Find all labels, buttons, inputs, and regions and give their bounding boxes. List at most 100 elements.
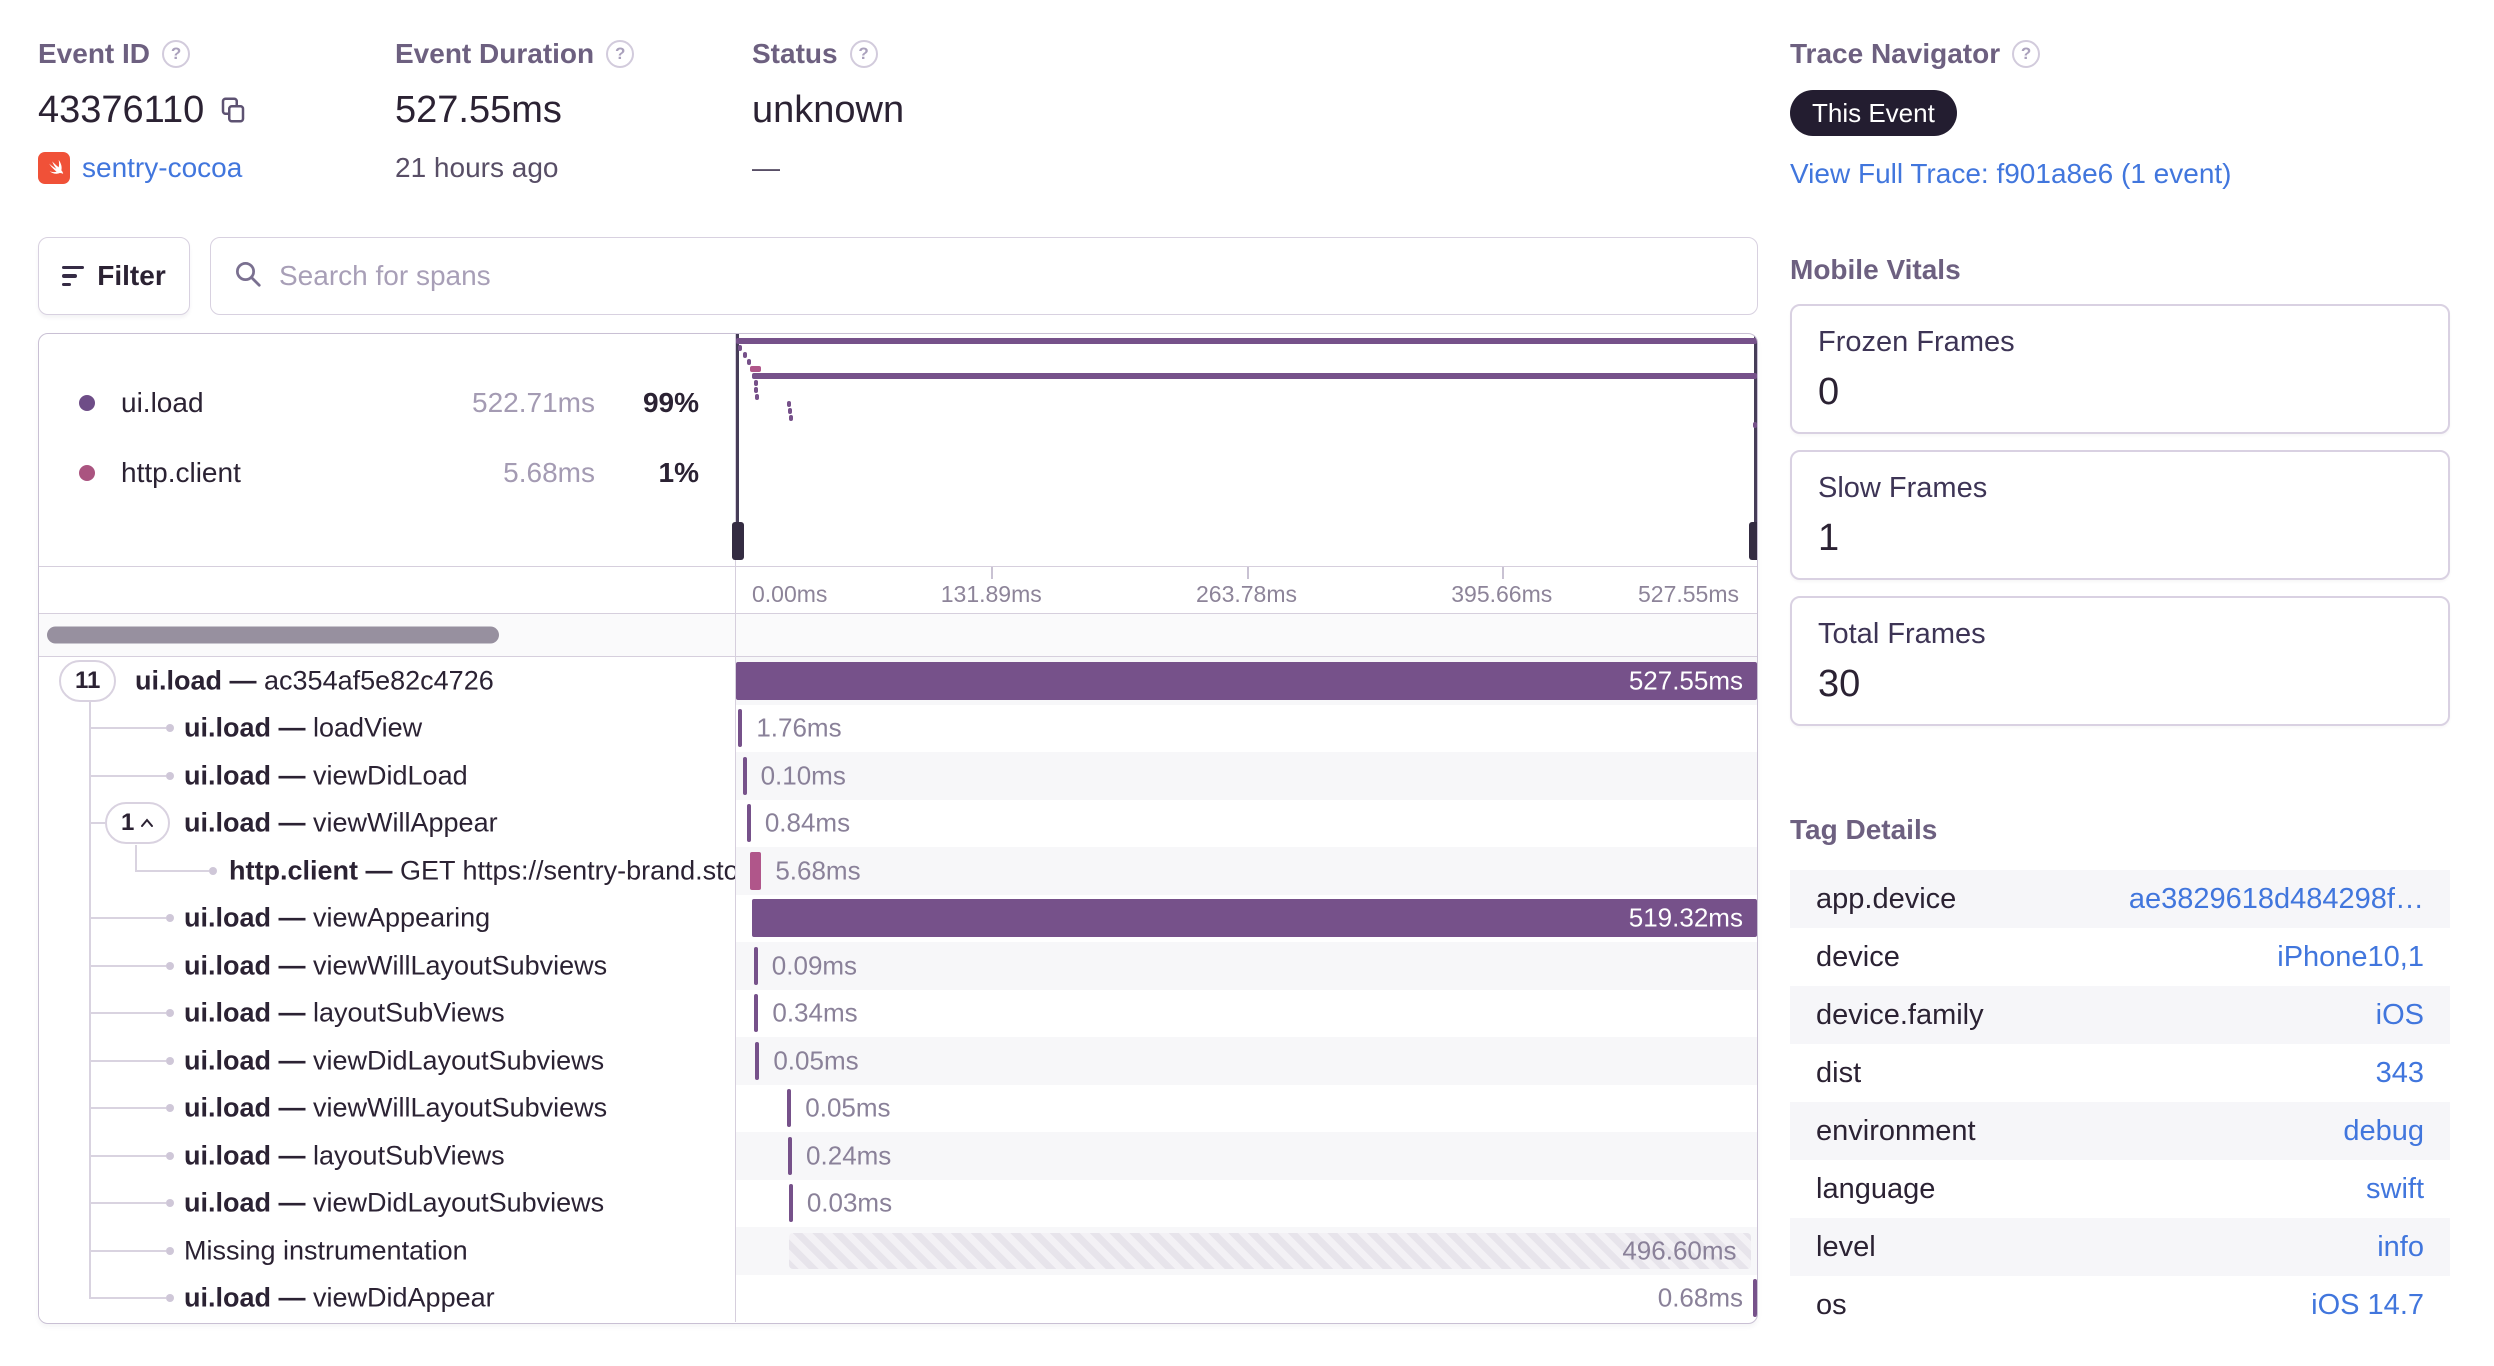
ruler-label: 527.55ms bbox=[1637, 581, 1739, 607]
filter-button[interactable]: Filter bbox=[38, 237, 190, 315]
minimap-span-bar bbox=[736, 338, 1757, 344]
tag-value-link[interactable]: ae3829618d484298f… bbox=[2128, 882, 2424, 915]
tree-connector bbox=[89, 1274, 91, 1299]
span-row[interactable]: http.client — GET https://sentry-brand.s… bbox=[39, 847, 1757, 895]
minimap-left-drag-handle[interactable] bbox=[732, 522, 744, 560]
span-bar bbox=[754, 994, 759, 1033]
span-duration-label: 0.10ms bbox=[760, 760, 846, 791]
tag-value-link[interactable]: swift bbox=[2366, 1172, 2424, 1205]
vital-card: Total Frames 30 bbox=[1790, 596, 2450, 726]
span-row[interactable]: ui.load — viewDidLayoutSubviews 0.03ms bbox=[39, 1179, 1757, 1228]
tag-value-link[interactable]: 343 bbox=[2375, 1056, 2424, 1089]
span-tree-label: ui.load — loadView bbox=[184, 712, 423, 743]
event-duration-block: Event Duration ? 527.55ms 21 hours ago bbox=[395, 36, 635, 186]
span-duration-label: 0.68ms bbox=[1657, 1282, 1743, 1313]
span-group-badge[interactable]: 11 bbox=[59, 659, 117, 702]
tree-connector bbox=[89, 1154, 166, 1157]
tag-key: device.family bbox=[1816, 998, 1984, 1031]
span-tree-cell: ui.load — viewDidLayoutSubviews bbox=[39, 1179, 736, 1227]
trace-minimap[interactable] bbox=[732, 334, 1757, 566]
span-row[interactable]: ui.load — viewWillLayoutSubviews 0.05ms bbox=[39, 1084, 1757, 1132]
help-icon[interactable]: ? bbox=[849, 40, 878, 68]
ruler-label: 263.78ms bbox=[1195, 581, 1298, 607]
span-waterfall-cell: 0.09ms bbox=[736, 942, 1757, 990]
tree-node-dot bbox=[166, 1246, 174, 1255]
tree-horizontal-scrollbar[interactable] bbox=[47, 626, 499, 644]
help-icon[interactable]: ? bbox=[2012, 40, 2041, 68]
tree-connector bbox=[89, 1249, 166, 1252]
minimap-span-bar bbox=[755, 394, 760, 400]
span-search-box[interactable] bbox=[210, 237, 1758, 315]
span-row[interactable]: Missing instrumentation 496.60ms bbox=[39, 1227, 1757, 1275]
tag-row: language swift bbox=[1790, 1160, 2450, 1218]
span-row[interactable]: 11 ui.load — ac354af5e82c4726 527.55ms bbox=[39, 657, 1757, 705]
tree-connector bbox=[89, 702, 91, 705]
span-tree-label: ui.load — viewDidLayoutSubviews bbox=[184, 1187, 605, 1218]
tree-node-dot bbox=[209, 866, 217, 875]
span-row[interactable]: ui.load — layoutSubViews 0.34ms bbox=[39, 989, 1757, 1037]
tag-value-link[interactable]: iOS 14.7 bbox=[2311, 1288, 2424, 1321]
tag-key: os bbox=[1816, 1288, 1847, 1321]
tree-connector bbox=[89, 917, 166, 920]
span-row[interactable]: ui.load — layoutSubViews 0.24ms bbox=[39, 1132, 1757, 1180]
span-row[interactable]: ui.load — viewWillLayoutSubviews 0.09ms bbox=[39, 942, 1757, 990]
help-icon[interactable]: ? bbox=[606, 40, 635, 68]
view-full-trace-link[interactable]: View Full Trace: f901a8e6 (1 event) bbox=[1790, 158, 2232, 189]
span-row[interactable]: ui.load — loadView 1.76ms bbox=[39, 704, 1757, 752]
main-column: Event ID ? 43376110 sentry-cocoa Event D… bbox=[38, 0, 1758, 1366]
minimap-right-bound bbox=[1754, 334, 1757, 560]
tree-connector bbox=[89, 847, 91, 895]
tree-node-dot bbox=[166, 1009, 174, 1018]
ops-breakdown-legend: ui.load 522.71ms 99% http.client 5.68ms 1% bbox=[39, 334, 736, 566]
span-waterfall-cell: 0.68ms bbox=[736, 1275, 1757, 1323]
event-id-value: 43376110 bbox=[38, 88, 205, 131]
tag-value-link[interactable]: iPhone10,1 bbox=[2277, 940, 2424, 973]
span-row[interactable]: 1 ui.load — viewWillAppear 0.84ms bbox=[39, 799, 1757, 847]
span-waterfall-cell: 0.24ms bbox=[736, 1132, 1757, 1180]
mobile-vitals-cards: Frozen Frames 0 Slow Frames 1 Total Frames 30 bbox=[1790, 304, 2450, 726]
span-group-badge[interactable]: 1 bbox=[105, 802, 171, 845]
tag-value-link[interactable]: iOS bbox=[2375, 998, 2424, 1031]
span-bar bbox=[1753, 1279, 1757, 1318]
span-search-input[interactable] bbox=[277, 259, 1735, 293]
swift-platform-icon bbox=[38, 152, 70, 184]
tree-node-dot bbox=[166, 914, 174, 923]
minimap-span-bar bbox=[788, 415, 793, 421]
minimap-span-bar bbox=[787, 401, 792, 407]
span-duration-label: 0.05ms bbox=[805, 1092, 891, 1123]
tree-connector bbox=[89, 727, 166, 730]
minimap-span-bar bbox=[738, 345, 743, 351]
ruler-label: 395.66ms bbox=[1451, 581, 1553, 607]
tree-connector bbox=[89, 1107, 166, 1110]
tag-value-link[interactable]: info bbox=[2377, 1230, 2424, 1263]
tree-connector bbox=[135, 869, 209, 872]
span-row[interactable]: ui.load — viewDidLoad 0.10ms bbox=[39, 752, 1757, 800]
span-tree-cell: ui.load — viewWillLayoutSubviews bbox=[39, 1084, 736, 1132]
tag-value-link[interactable]: debug bbox=[2343, 1114, 2424, 1147]
project-link[interactable]: sentry-cocoa bbox=[82, 152, 243, 183]
span-row[interactable]: ui.load — viewDidAppear 0.68ms bbox=[39, 1274, 1757, 1323]
legend-item[interactable]: ui.load 522.71ms 99% bbox=[39, 368, 735, 438]
vital-card: Frozen Frames 0 bbox=[1790, 304, 2450, 434]
span-row[interactable]: ui.load — viewAppearing 519.32ms bbox=[39, 894, 1757, 942]
span-tree-cell: ui.load — viewAppearing bbox=[39, 894, 736, 942]
span-bar bbox=[751, 899, 1757, 938]
span-duration-label: 0.34ms bbox=[772, 997, 858, 1028]
ruler-label: 131.89ms bbox=[940, 581, 1042, 607]
minimap-right-drag-handle[interactable] bbox=[1749, 522, 1757, 560]
span-tree-cell: ui.load — viewWillLayoutSubviews bbox=[39, 942, 736, 990]
tag-key: dist bbox=[1816, 1056, 1862, 1089]
tag-row: environment debug bbox=[1790, 1102, 2450, 1160]
legend-item[interactable]: http.client 5.68ms 1% bbox=[39, 438, 735, 508]
mobile-vitals-title: Mobile Vitals bbox=[1790, 254, 1961, 285]
tag-row: os iOS 14.7 bbox=[1790, 1276, 2450, 1334]
vital-card-value: 1 bbox=[1818, 517, 1840, 559]
span-row[interactable]: ui.load — viewDidLayoutSubviews 0.05ms bbox=[39, 1037, 1757, 1085]
trace-navigator-title: Trace Navigator bbox=[1790, 38, 2001, 69]
span-waterfall-cell: 0.03ms bbox=[736, 1180, 1757, 1228]
help-icon[interactable]: ? bbox=[162, 40, 191, 68]
copy-icon[interactable] bbox=[218, 95, 248, 125]
span-duration-label: 5.68ms bbox=[775, 855, 861, 886]
span-waterfall-cell: 5.68ms bbox=[736, 847, 1757, 895]
span-bar bbox=[755, 1041, 760, 1080]
